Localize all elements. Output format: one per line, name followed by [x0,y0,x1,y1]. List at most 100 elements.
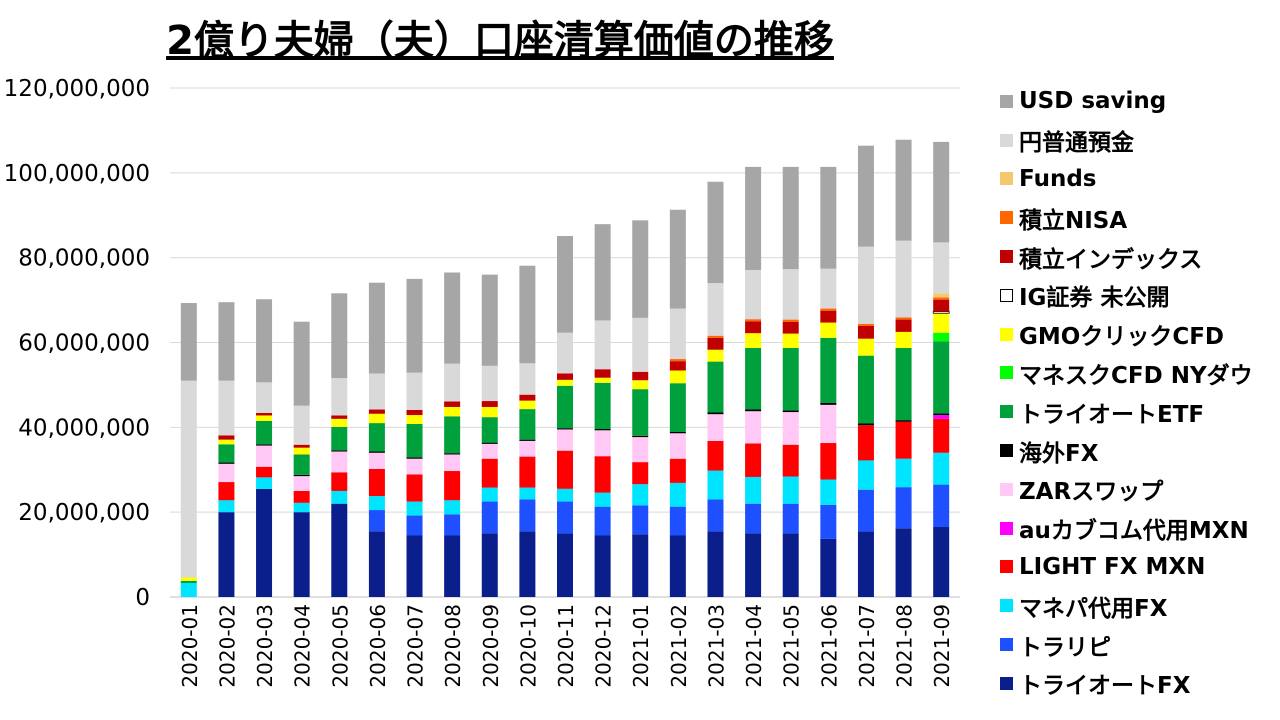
bar-segment [368,468,385,497]
bar-segment [594,456,611,493]
bar-segment [820,310,837,323]
bar-segment [933,299,950,312]
bar-segment [745,476,762,504]
bar-segment [745,533,762,597]
bar-segment [632,462,649,485]
bar-segment [218,500,235,513]
legend-label: トラリピ [1019,634,1111,661]
bar-segment [669,482,686,507]
bar-segment [820,322,837,338]
bar-segment [857,145,874,247]
legend-item: auカブコム代用MXN [1000,509,1275,548]
bar-segment [594,369,611,378]
bar-segment [180,303,197,381]
bar-segment [331,415,348,419]
legend-swatch [1000,482,1013,496]
bar-segment [293,321,310,406]
bar-segment [707,440,724,471]
legend-label: LIGHT FX MXN [1019,553,1206,580]
bar-segment [857,425,874,461]
bar-segment [481,417,498,443]
stacked-bar-chart: 0 20,000,000 40,000,000 60,000,000 80,000,00… [4,76,960,688]
bar-segment [557,379,573,386]
bar-segment [632,317,649,372]
bar-segment [933,293,950,298]
x-tick-label: 2020-01 [178,604,202,688]
x-tick-label: 2020-12 [592,604,616,688]
bar-segment [180,380,197,578]
bar-segment [557,385,573,429]
bar-segment [782,412,799,445]
legend-label: GMOクリックCFD [1019,324,1225,351]
bar-segment [632,389,649,436]
y-tick-label: 80,000,000 [18,246,150,272]
bar-segment [857,325,874,339]
bar-segment [857,355,874,424]
bar-segment [406,372,423,410]
bar-segment [669,506,686,536]
bar-segment [406,409,423,416]
bar-segment [331,378,348,416]
bar-segment [857,338,874,356]
bar-segment [933,332,950,342]
bar-segment [256,415,273,421]
x-tick-label: 2021-05 [780,604,804,688]
x-tick-label: 2021-02 [667,604,691,688]
bar-segment [932,311,950,314]
bar-segment [557,236,573,333]
x-tick-label: 2021-06 [817,604,841,688]
legend-label: IG証券 未公開 [1019,285,1170,312]
legend-item: マネスクCFD NYダウ [1000,354,1275,393]
y-tick-label: 120,000,000 [4,76,150,102]
x-tick-label: 2021-01 [629,604,653,688]
bar-segment [820,538,837,597]
legend-label: 海外FX [1019,440,1099,467]
bar-segment [444,471,461,501]
bar-segment [557,488,573,502]
bar-segment [782,269,799,320]
legend-swatch [1000,133,1013,147]
legend-swatch [1000,288,1013,302]
bar-segment [707,337,724,350]
x-tick-label: 2020-11 [554,604,578,688]
bar-segment [782,410,799,413]
bar-segment [669,359,686,362]
bar-segment [293,444,310,448]
bar-segment [293,474,310,477]
bar-segment [707,283,724,336]
legend-label: マネパ代用FX [1019,595,1168,622]
bar-segment [444,416,461,454]
bar-segment [669,458,686,483]
bar-segment [519,439,536,441]
bar-segment [444,454,461,472]
bar-segment [180,580,197,584]
bar-segment [331,418,348,427]
bar-segment [669,209,686,309]
legend-label: 円普通預金 [1019,130,1134,157]
bar-segment [895,331,912,349]
bar-segment [444,401,461,407]
bar-segment [933,141,950,243]
bar-segment [406,423,423,458]
bar-segment [444,535,461,597]
legend-swatch [1000,250,1013,264]
bar-segment [782,503,799,534]
bar-segment [594,506,611,536]
bar-segment [256,488,273,597]
legend-swatch [1000,172,1013,186]
chart-title: 2億り夫婦（夫）口座清算価値の推移 [166,18,834,64]
bar-segment [218,444,235,463]
bar-segment [707,361,724,413]
bar-segment [519,394,536,401]
legend-item: マネパ代用FX [1000,586,1275,625]
bar-segment [481,458,498,488]
bar-segment [406,501,423,516]
bar-segment [331,472,348,491]
bar-segment [895,348,912,421]
bar-segment [669,361,686,371]
bar-segment [557,450,573,489]
legend-label: USD saving [1019,88,1167,115]
bar-segment [368,282,385,374]
legend-item: IG証券 未公開 [1000,276,1275,315]
bar-segment [481,487,498,502]
